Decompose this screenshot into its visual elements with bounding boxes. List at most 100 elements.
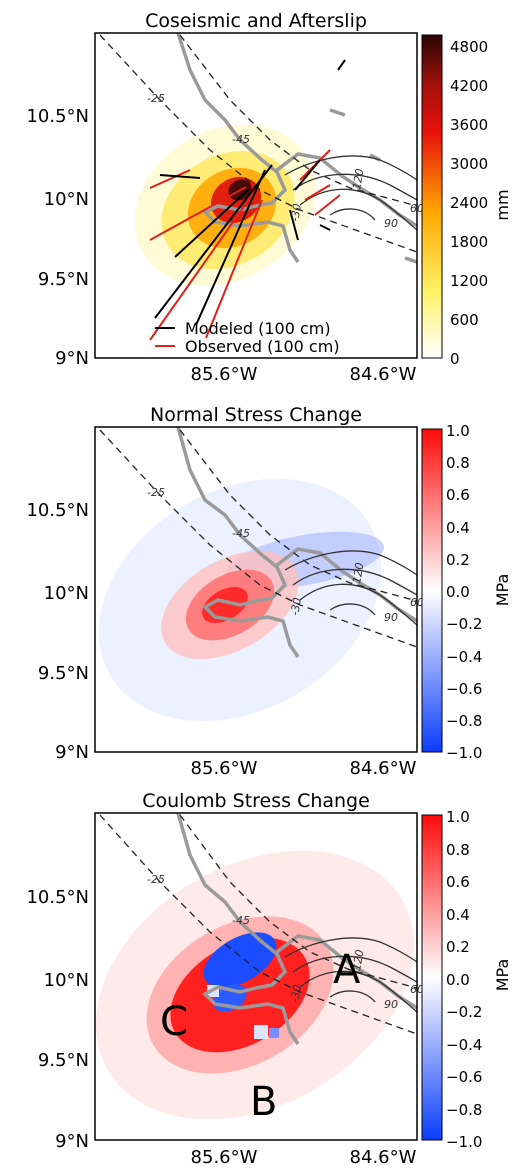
colorbar-tick: 0.2 (446, 938, 470, 956)
legend-label-observed: Observed (100 cm) (185, 337, 340, 356)
contour-label: 120 (350, 949, 366, 972)
colorbar-tick: 0.0 (446, 971, 470, 989)
panel-2-colorbar (421, 428, 443, 753)
panel-coseismic: Coseismic and Afterslip (26, 10, 512, 385)
panel-3-contour-labels: -25 -45 -30 120 90 60 (147, 873, 424, 1011)
contour-label: -30 (288, 984, 304, 1004)
colorbar-tick: −0.8 (446, 1101, 482, 1119)
colorbar-tick: 4200 (450, 77, 488, 95)
panel-2-frame (94, 426, 418, 753)
y-tick-label: 9.5°N (38, 663, 89, 684)
panel-1-colorbar-ticks: 4800 4200 3600 3000 2400 1800 1200 600 0 (450, 38, 488, 368)
panel-normal-stress: Normal Stress Change 10.5 (26, 404, 512, 779)
colorbar-tick: 1.0 (446, 808, 470, 826)
y-tick-label: 9.5°N (38, 1050, 89, 1071)
panel-3-annotations: A B C (160, 947, 361, 1125)
colorbar-tick: −0.6 (446, 1068, 482, 1086)
contour-label: 60 (410, 202, 424, 215)
panel-1-legend: Modeled (100 cm) Observed (100 cm) (155, 319, 340, 356)
panel-3-y-ticks: 10.5°N 10°N 9.5°N 9°N (26, 887, 89, 1152)
contour-label: -25 (147, 486, 165, 499)
colorbar-tick: 3000 (450, 155, 488, 173)
y-tick-label: 9.5°N (38, 269, 89, 290)
panel-3-colorbar-ticks: 1.0 0.8 0.6 0.4 0.2 0.0 −0.2 −0.4 −0.6 −… (446, 808, 482, 1151)
y-tick-label: 10°N (44, 583, 89, 604)
colorbar-tick: 1.0 (446, 422, 470, 440)
colorbar-tick: −0.8 (446, 712, 482, 730)
panel-3-title: Coulomb Stress Change (142, 790, 370, 812)
x-tick-label: 85.6°W (191, 1147, 258, 1168)
contour-label: -45 (232, 527, 250, 540)
panel-2-x-ticks: 85.6°W 84.6°W (191, 758, 417, 779)
colorbar-tick: −0.2 (446, 615, 482, 633)
panel-1-frame (94, 32, 418, 359)
panel-2-colorbar-label: MPa (493, 574, 512, 607)
panel-2-plot-area (98, 427, 417, 722)
panel-2-y-ticks: 10.5°N 10°N 9.5°N 9°N (26, 500, 89, 763)
contour-label: -25 (147, 92, 165, 105)
y-tick-label: 9°N (55, 348, 89, 369)
colorbar-tick: −0.6 (446, 680, 482, 698)
contour-label: 60 (410, 596, 424, 609)
panel-1-y-ticks: 10.5°N 10°N 9.5°N 9°N (26, 106, 89, 369)
legend-label-modeled: Modeled (100 cm) (185, 319, 331, 338)
colorbar-tick: 0.2 (446, 551, 470, 569)
contour-label: -30 (288, 597, 304, 617)
panel-3-colorbar (421, 814, 443, 1141)
colorbar-tick: −0.2 (446, 1003, 482, 1021)
panel-1-plot-area (99, 33, 417, 341)
contour-label: 60 (410, 983, 424, 996)
colorbar-tick: −0.4 (446, 648, 482, 666)
colorbar-tick: 0.0 (446, 583, 470, 601)
y-tick-label: 9°N (55, 742, 89, 763)
panel-1-colorbar-label: mm (493, 189, 512, 220)
colorbar-tick: 0 (450, 350, 460, 368)
annotation-a: A (333, 947, 361, 993)
colorbar-tick: 0.4 (446, 519, 470, 537)
x-tick-label: 84.6°W (350, 1147, 417, 1168)
y-tick-label: 9°N (55, 1131, 89, 1152)
colorbar-tick: 0.8 (446, 841, 470, 859)
panel-1-x-ticks: 85.6°W 84.6°W (191, 364, 417, 385)
colorbar-tick: 3600 (450, 116, 488, 134)
contour-label: -45 (232, 914, 250, 927)
annotation-b: B (250, 1079, 277, 1125)
colorbar-tick: 0.6 (446, 873, 470, 891)
colorbar-tick: −0.4 (446, 1036, 482, 1054)
annotation-c: C (160, 999, 188, 1045)
panel-2-colorbar-ticks: 1.0 0.8 0.6 0.4 0.2 0.0 −0.2 −0.4 −0.6 −… (446, 422, 482, 762)
panel-coulomb-stress: Coulomb Stress Change (26, 790, 512, 1168)
contour-label: 90 (384, 611, 398, 624)
colorbar-tick: 600 (450, 311, 479, 329)
x-tick-label: 85.6°W (191, 364, 258, 385)
colorbar-tick: 1200 (450, 272, 488, 290)
y-tick-label: 10.5°N (26, 887, 89, 908)
panel-1-contour-labels: -25 -45 -30 120 90 60 (147, 92, 424, 230)
contour-label: 120 (350, 562, 366, 585)
panel-1-title: Coseismic and Afterslip (145, 10, 367, 32)
y-tick-label: 10°N (44, 970, 89, 991)
contour-label: 120 (350, 168, 366, 191)
x-tick-label: 84.6°W (350, 364, 417, 385)
y-tick-label: 10°N (44, 189, 89, 210)
contour-label: -30 (288, 203, 304, 223)
colorbar-tick: 0.8 (446, 454, 470, 472)
colorbar-tick: 0.4 (446, 906, 470, 924)
contour-label: -25 (147, 873, 165, 886)
x-tick-label: 84.6°W (350, 758, 417, 779)
panel-3-x-ticks: 85.6°W 84.6°W (191, 1147, 417, 1168)
y-tick-label: 10.5°N (26, 500, 89, 521)
y-tick-label: 10.5°N (26, 106, 89, 127)
contour-label: -45 (232, 133, 250, 146)
panel-3-plot-area (96, 813, 417, 1120)
contour-label: 90 (384, 998, 398, 1011)
panel-2-contour-labels: -25 -45 -30 120 90 60 (147, 486, 424, 624)
panel-3-frame (94, 812, 418, 1141)
panel-3-colorbar-label: MPa (493, 959, 512, 992)
colorbar-tick: −1.0 (446, 744, 482, 762)
panel-1-colorbar (421, 34, 443, 359)
x-tick-label: 85.6°W (191, 758, 258, 779)
colorbar-tick: 1800 (450, 233, 488, 251)
colorbar-tick: −1.0 (446, 1133, 482, 1151)
